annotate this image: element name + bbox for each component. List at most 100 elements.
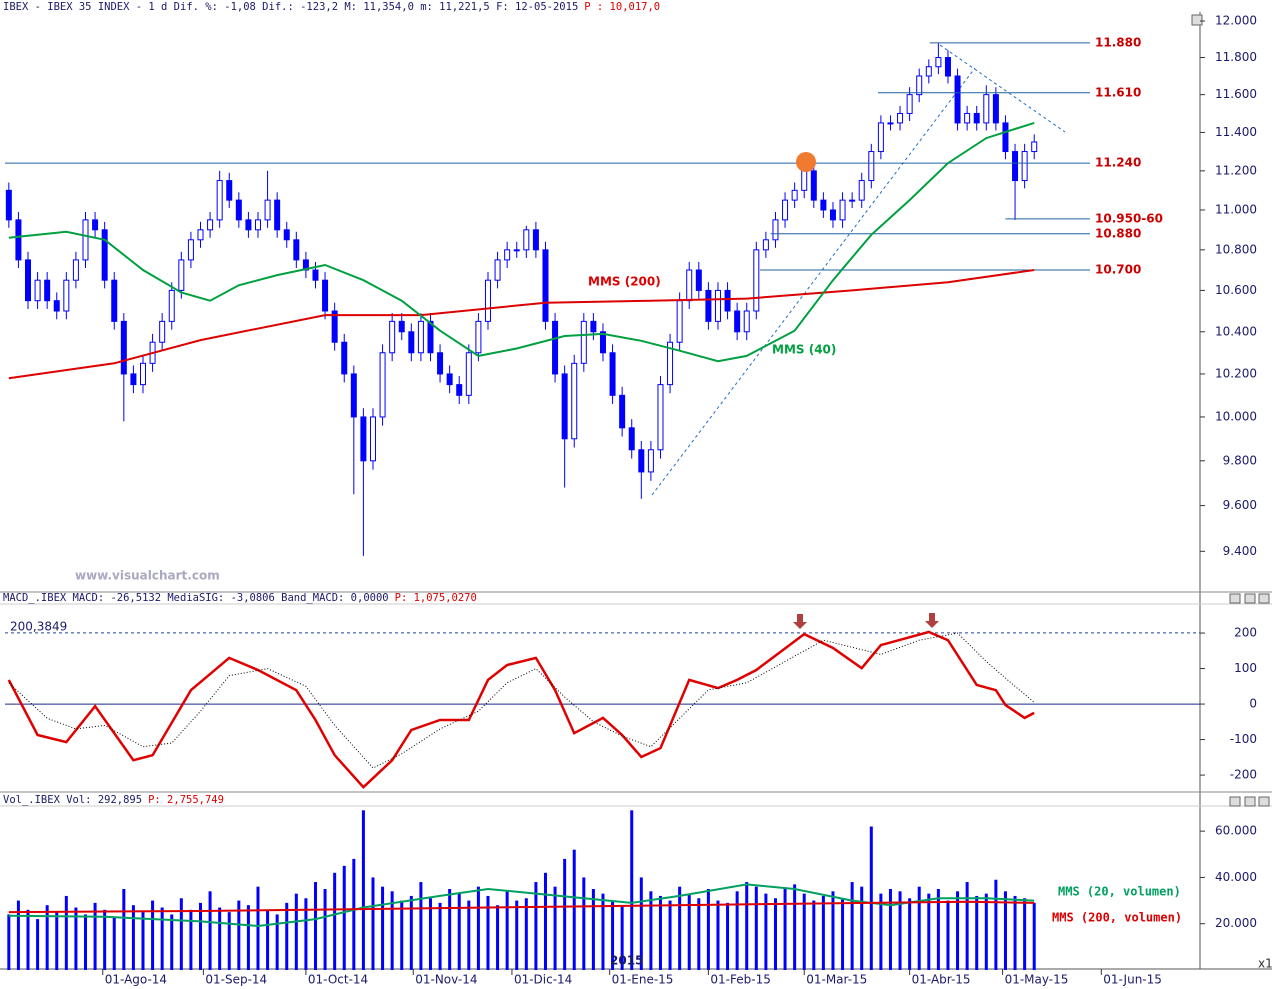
volume-bar (822, 896, 825, 970)
candle-body (179, 260, 184, 291)
x-tick-label: 01-Sep-14 (205, 973, 267, 987)
volume-bar (439, 903, 442, 970)
volume-bar (419, 882, 422, 970)
candle-body (840, 200, 845, 220)
volume-bar (889, 889, 892, 970)
volume-bar (55, 912, 58, 970)
candle-body (476, 321, 481, 352)
y-tick-label: 200 (1234, 626, 1257, 640)
y-tick-label: 10.800 (1215, 242, 1257, 256)
x-tick-label: 01-Jun-15 (1103, 973, 1162, 987)
y-tick-label: 9.400 (1223, 544, 1257, 558)
candle-body (773, 220, 778, 240)
volume-bar (199, 903, 202, 970)
volume-bar (554, 887, 557, 970)
candle-body (993, 95, 998, 123)
volume-bar (745, 882, 748, 970)
candle-body (629, 428, 634, 450)
volume-bar (218, 908, 221, 970)
x-tick-label: 01-Ene-15 (612, 973, 674, 987)
candle-body (1013, 152, 1018, 181)
volume-bar (467, 901, 470, 970)
volume-bar (736, 891, 739, 970)
volume-bar (448, 889, 451, 970)
volume-bar (793, 884, 796, 970)
candle-body (380, 353, 385, 417)
candle-body (792, 190, 797, 200)
y-tick-label: 9.600 (1223, 498, 1257, 512)
candle-body (677, 301, 682, 343)
candle-body (562, 374, 567, 439)
candle-body (447, 374, 452, 385)
candle-body (543, 250, 548, 322)
candle-body (859, 181, 864, 201)
volume-bar (506, 891, 509, 970)
candle-body (696, 270, 701, 290)
volume-bar (784, 889, 787, 970)
volume-bar (601, 894, 604, 970)
y-tick-label: 11.000 (1215, 202, 1257, 216)
candle-body (735, 311, 740, 332)
x-tick-label: 01-Dic-14 (514, 973, 572, 987)
candle-body (581, 321, 586, 363)
candle-body (323, 280, 328, 311)
volume-bar (851, 882, 854, 970)
x-tick-label: 01-May-15 (1005, 973, 1069, 987)
volume-bar (956, 891, 959, 970)
watermark: www.visualchart.com (75, 569, 220, 583)
volume-bar (534, 882, 537, 970)
level-label: 11.610 (1095, 85, 1141, 99)
volume-bar (678, 887, 681, 970)
volume-bar (400, 901, 403, 970)
volume-bar (870, 827, 873, 970)
volume-bar (477, 887, 480, 970)
header-price: P : 10,017,0 (584, 1, 660, 13)
volume-bar (352, 859, 355, 970)
volume-bar (927, 894, 930, 970)
volume-bar (994, 880, 997, 970)
candle-body (926, 67, 931, 76)
volume-bar (563, 859, 566, 970)
candle-body (255, 220, 260, 230)
series-label: MMS (200) (588, 275, 661, 289)
y-tick-label: 11.800 (1215, 50, 1257, 64)
candle-body (495, 260, 500, 280)
volume-bar (410, 896, 413, 970)
candle-body (524, 230, 529, 250)
candle-body (945, 58, 950, 76)
candle-body (830, 210, 835, 220)
x-tick-label: 01-Mar-15 (806, 973, 867, 987)
y-tick-label: 10.000 (1215, 409, 1257, 423)
y-tick-label: 60.000 (1215, 824, 1257, 838)
price-header: IBEX - IBEX 35 INDEX - 1 d Dif. %: -1,08… (3, 1, 660, 13)
volume-bar (659, 896, 662, 970)
volume-bar (525, 898, 528, 970)
level-label: 10.950-60 (1095, 211, 1163, 225)
candle-body (198, 230, 203, 240)
candle-body (294, 240, 299, 260)
candle-body (131, 374, 136, 385)
y-tick-label: 100 (1234, 661, 1257, 675)
highlight-dot (796, 152, 816, 172)
candle-body (93, 220, 98, 230)
volume-bar (17, 901, 20, 970)
volume-bar (496, 905, 499, 970)
y-tick-label: 11.600 (1215, 87, 1257, 101)
y-tick-label: -100 (1230, 732, 1257, 746)
candle-body (160, 321, 165, 342)
volume-bar (649, 891, 652, 970)
candle-body (917, 76, 922, 95)
level-label: 11.240 (1095, 156, 1141, 170)
y-tick-label: 11.400 (1215, 125, 1257, 139)
volume-bar (755, 887, 758, 970)
volume-bar (975, 896, 978, 970)
candle-body (284, 230, 289, 240)
volume-bar (381, 887, 384, 970)
candle-body (45, 280, 50, 300)
candle-body (514, 250, 519, 251)
volume-bar (812, 901, 815, 970)
volume-bar (544, 873, 547, 970)
x-tick-label: 01-Nov-14 (415, 973, 477, 987)
candle-body (16, 220, 21, 260)
candle-body (140, 363, 145, 384)
